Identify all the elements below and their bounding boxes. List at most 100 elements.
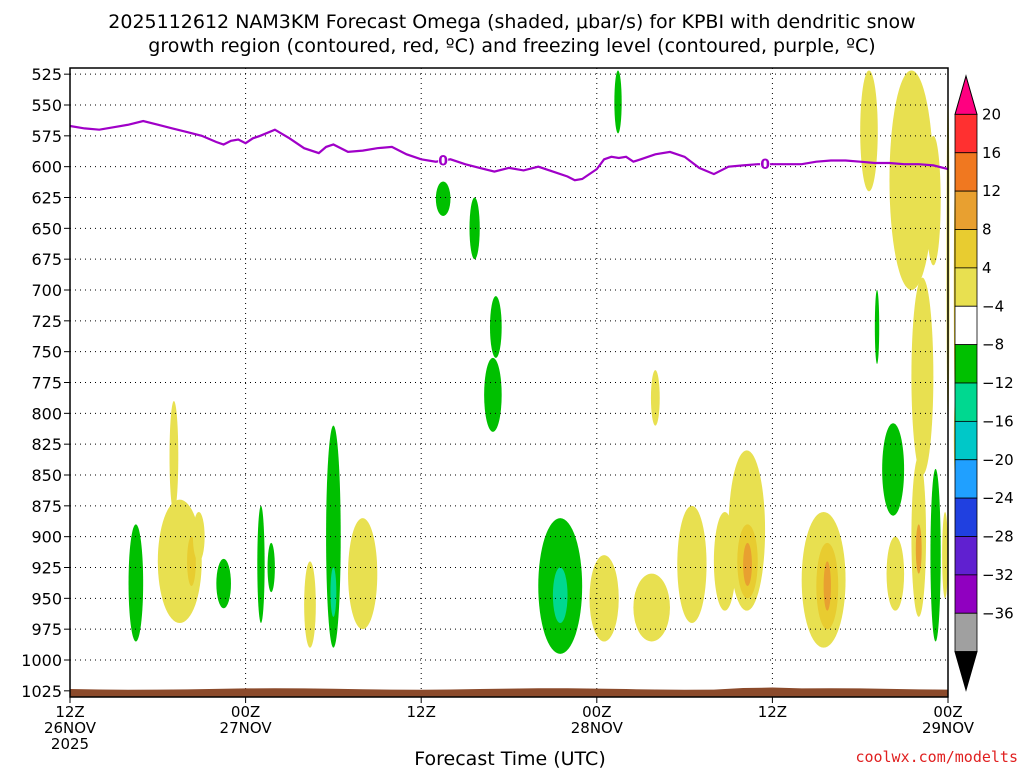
omega-cell: [489, 296, 502, 358]
colorbar-label: −28: [982, 528, 1014, 546]
omega-cell: [926, 135, 941, 266]
freezing-label-bg: [438, 152, 449, 167]
y-tick-label: 900: [31, 528, 62, 547]
omega-cell: [348, 518, 378, 630]
y-tick-label: 700: [31, 281, 62, 300]
y-tick-label: 750: [31, 343, 62, 362]
y-tick-label: 575: [31, 127, 62, 146]
colorbar: 20 16 12 8 4 −4 −8 −12 −16 −20 −24 −28 −32 −36: [954, 74, 1014, 692]
colorbar-label: −24: [982, 489, 1014, 507]
y-tick-label: 850: [31, 466, 62, 485]
omega-cell: [860, 70, 878, 192]
chart-title-line1: 2025112612 NAM3KM Forecast Omega (shaded…: [108, 11, 915, 33]
x-tick-label: 12Z: [55, 703, 84, 721]
colorbar-segment: [954, 536, 978, 576]
x-axis-label: Forecast Time (UTC): [414, 748, 605, 768]
colorbar-segment: [954, 267, 978, 307]
y-tick-label: 1025: [21, 682, 62, 701]
y-tick-label: 800: [31, 404, 62, 423]
x-tick-date: 27NOV: [220, 719, 273, 737]
plot-background: [70, 68, 948, 697]
colorbar-label: −8: [982, 336, 1004, 354]
colorbar-label: −12: [982, 374, 1014, 392]
colorbar-label: 8: [982, 221, 992, 239]
omega-cell: [882, 423, 905, 516]
freezing-level-label: 0: [760, 157, 770, 173]
colorbar-segment: [954, 574, 978, 614]
colorbar-top-triangle: [954, 74, 978, 115]
omega-cell: [326, 425, 341, 648]
y-tick-label: 825: [31, 435, 62, 454]
omega-cell: [614, 70, 622, 134]
y-tick-label: 600: [31, 158, 62, 177]
y-tick-label: 1000: [21, 651, 62, 670]
omega-cell: [889, 70, 934, 290]
omega-cell: [330, 567, 337, 617]
omega-cell: [304, 561, 316, 648]
plot-frame: [69, 67, 949, 698]
colorbar-label: −36: [982, 604, 1014, 622]
x-tick-label: 00Z: [231, 703, 260, 721]
colorbar-label: 16: [982, 144, 1001, 162]
colorbar-label: 12: [982, 182, 1001, 200]
omega-cell: [886, 536, 905, 611]
colorbar-label: 20: [982, 105, 1001, 123]
colorbar-bottom-triangle: [954, 651, 978, 692]
x-tick-label: 00Z: [582, 703, 611, 721]
colorbar-segment: [954, 497, 978, 537]
y-tick-label: 625: [31, 189, 62, 208]
colorbar-label: 4: [982, 259, 992, 277]
y-tick-label: 650: [31, 219, 62, 238]
omega-cell: [743, 542, 752, 587]
x-tick-label: 12Z: [758, 703, 787, 721]
omega-cell: [911, 277, 934, 475]
y-tick-label: 775: [31, 374, 62, 393]
y-tick-label: 550: [31, 96, 62, 115]
omega-cell: [128, 524, 144, 642]
y-tick-label: 675: [31, 250, 62, 269]
omega-cell: [257, 505, 265, 623]
colorbar-segment: [954, 305, 978, 346]
y-tick-label: 925: [31, 559, 62, 578]
omega-cell: [192, 512, 205, 562]
omega-cell: [216, 558, 231, 609]
colorbar-label: −32: [982, 566, 1014, 584]
omega-cell: [169, 401, 179, 512]
omega-cell: [484, 357, 502, 432]
colorbar-segment: [954, 382, 978, 422]
omega-cell: [267, 542, 275, 593]
y-tick-label: 875: [31, 497, 62, 516]
x-tick-year: 2025: [51, 735, 89, 753]
x-tick-label: 00Z: [933, 703, 962, 721]
colorbar-segment: [954, 420, 978, 461]
x-tick-label: 12Z: [407, 703, 436, 721]
omega-cell: [589, 555, 619, 642]
chart-title-line2: growth region (contoured, red, ºC) and f…: [148, 35, 875, 57]
omega-cell: [633, 573, 670, 642]
omega-cell: [942, 512, 948, 599]
y-tick-label: 950: [31, 589, 62, 608]
colorbar-segment: [954, 459, 978, 499]
omega-cell: [915, 524, 922, 574]
x-tick-date: 29NOV: [922, 719, 975, 737]
omega-cell: [187, 536, 196, 586]
omega-cell: [469, 197, 480, 260]
omega-cell: [552, 567, 568, 623]
colorbar-segment: [954, 190, 978, 230]
omega-cell: [435, 181, 451, 216]
colorbar-segment: [954, 152, 978, 192]
colorbar-segment: [954, 612, 978, 653]
omega-cell: [930, 468, 941, 642]
y-tick-label: 975: [31, 620, 62, 639]
freezing-level-line: [69, 119, 949, 182]
omega-cell: [157, 499, 202, 623]
x-tick-date: 26NOV: [44, 719, 97, 737]
freezing-level-label: 0: [438, 154, 448, 170]
omega-cell: [874, 290, 880, 364]
omega-cell: [650, 370, 660, 426]
x-tick-date: 28NOV: [571, 719, 624, 737]
freezing-label-bg: [760, 156, 771, 171]
colorbar-label: −16: [982, 412, 1014, 430]
colorbar-segment: [954, 344, 978, 384]
